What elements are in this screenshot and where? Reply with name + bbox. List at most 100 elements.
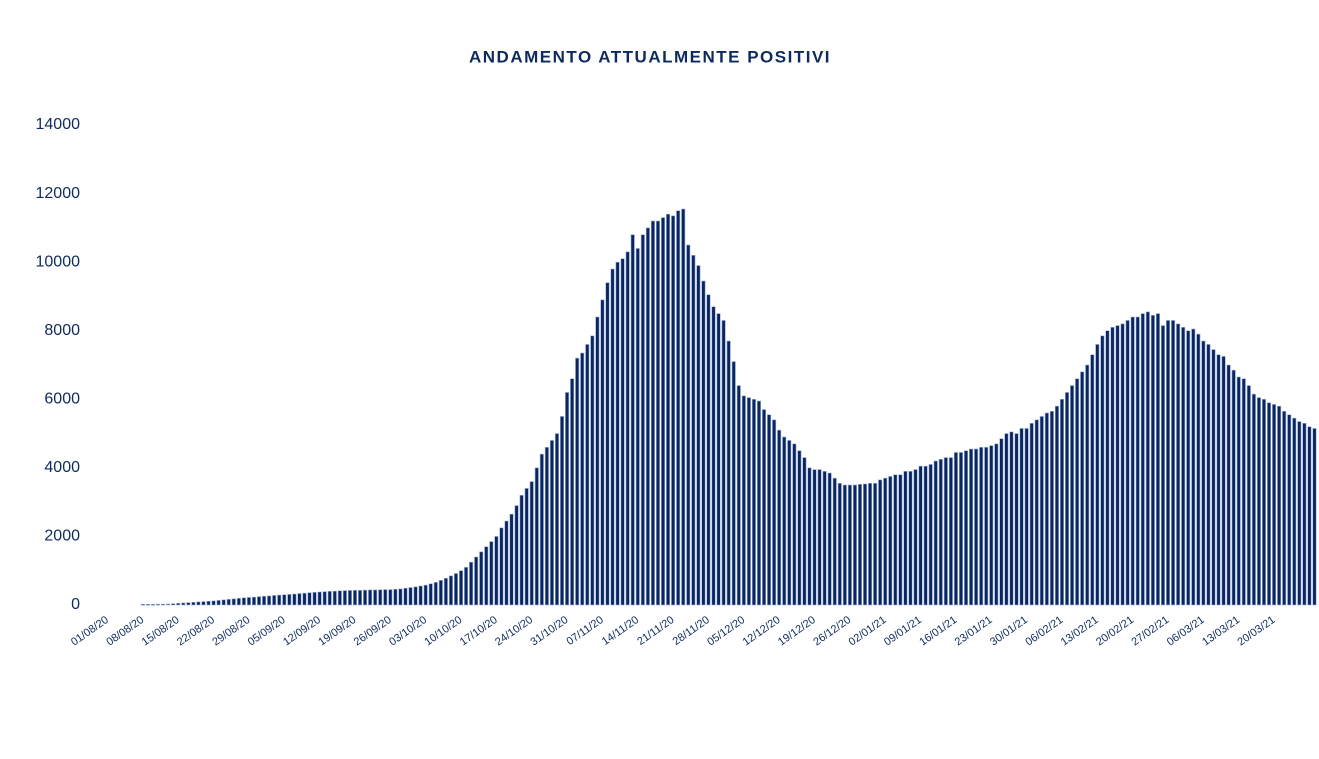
bar xyxy=(772,419,777,606)
x-tick-label: 14/11/20 xyxy=(600,614,641,648)
bar xyxy=(1135,316,1140,606)
bar xyxy=(792,443,797,606)
bar xyxy=(1130,316,1135,606)
bar xyxy=(469,561,474,606)
bar xyxy=(827,472,832,606)
bar xyxy=(711,306,716,606)
x-tick-label: 20/03/21 xyxy=(1235,614,1277,648)
bar xyxy=(974,448,979,606)
bar xyxy=(307,592,312,606)
x-tick-label: 26/12/20 xyxy=(811,614,853,648)
bar xyxy=(1226,364,1231,606)
bar xyxy=(1287,414,1292,606)
bar xyxy=(610,268,615,606)
bar xyxy=(1019,428,1024,606)
bar xyxy=(1241,378,1246,606)
bar xyxy=(847,484,852,606)
bar xyxy=(1231,369,1236,606)
chart-title: ANDAMENTO ATTUALMENTE POSITIVI xyxy=(469,47,831,66)
bar xyxy=(1150,314,1155,606)
bar xyxy=(479,551,484,606)
bar xyxy=(605,282,610,606)
bar xyxy=(226,599,231,606)
bar xyxy=(181,602,186,606)
bar xyxy=(464,566,469,606)
bar xyxy=(777,429,782,606)
bar xyxy=(504,520,509,606)
bar xyxy=(347,590,352,606)
bar xyxy=(166,603,171,606)
bar xyxy=(383,589,388,606)
bar xyxy=(1024,428,1029,606)
bar xyxy=(575,357,580,606)
bar xyxy=(625,251,630,606)
bar xyxy=(1216,354,1221,606)
x-tick-label: 16/01/21 xyxy=(917,614,959,648)
bar xyxy=(1155,313,1160,606)
bar xyxy=(282,594,287,606)
bar xyxy=(156,603,161,606)
bar xyxy=(822,470,827,606)
bar xyxy=(893,474,898,606)
x-tick-label: 31/10/20 xyxy=(528,614,570,648)
bar xyxy=(1246,385,1251,606)
bar xyxy=(1120,323,1125,606)
bar xyxy=(358,589,363,606)
bar xyxy=(726,340,731,606)
bar xyxy=(585,344,590,606)
bar xyxy=(312,592,317,606)
bar xyxy=(706,294,711,606)
bar xyxy=(731,361,736,606)
bar xyxy=(620,258,625,606)
bar xyxy=(721,320,726,606)
bar xyxy=(373,589,378,606)
bar xyxy=(236,598,241,606)
y-tick-label: 10000 xyxy=(36,253,81,270)
bar xyxy=(368,589,373,606)
bar xyxy=(565,392,570,606)
bar xyxy=(560,416,565,606)
bar xyxy=(615,261,620,606)
bar xyxy=(767,414,772,606)
x-tick-label: 19/09/20 xyxy=(316,614,358,648)
bar xyxy=(645,227,650,606)
bar xyxy=(1044,412,1049,606)
bar xyxy=(888,476,893,606)
bar xyxy=(681,208,686,606)
bar xyxy=(408,587,413,606)
bar xyxy=(1277,405,1282,606)
bar xyxy=(1034,419,1039,606)
x-tick-label: 29/08/20 xyxy=(210,614,252,648)
bar xyxy=(352,589,357,606)
bar xyxy=(832,477,837,606)
bar xyxy=(701,280,706,606)
bar xyxy=(257,596,262,606)
bar xyxy=(534,467,539,606)
bar xyxy=(519,494,524,606)
x-tick-label: 08/08/20 xyxy=(104,614,146,648)
bar xyxy=(640,234,645,606)
x-tick-label: 21/11/20 xyxy=(635,614,676,648)
bar xyxy=(999,438,1004,606)
x-tick-label: 06/02/21 xyxy=(1023,614,1065,648)
bar xyxy=(342,590,347,606)
bar xyxy=(1075,378,1080,606)
bar xyxy=(1221,356,1226,606)
bar xyxy=(1004,433,1009,606)
bar xyxy=(1206,344,1211,606)
x-tick-label: 20/02/21 xyxy=(1094,614,1136,648)
x-tick-label: 27/02/21 xyxy=(1129,614,1171,648)
bar xyxy=(438,580,443,606)
bar xyxy=(923,465,928,606)
bar xyxy=(191,601,196,606)
bar xyxy=(388,589,393,606)
y-tick-label: 4000 xyxy=(44,459,80,476)
bar xyxy=(676,210,681,606)
bar xyxy=(1140,313,1145,606)
bar xyxy=(1049,410,1054,606)
bar xyxy=(272,595,277,606)
bar xyxy=(1054,405,1059,606)
bar xyxy=(746,397,751,606)
x-tick-label: 12/12/20 xyxy=(741,614,783,648)
